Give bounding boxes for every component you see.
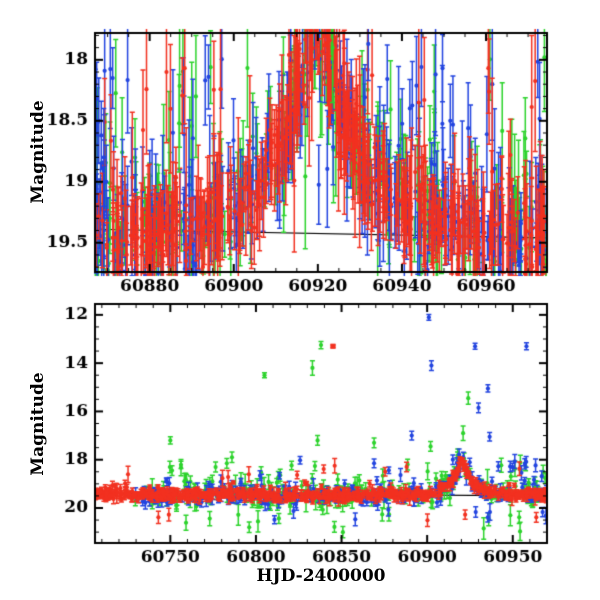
top-panel-y-axis-title: Magnitude	[28, 100, 48, 204]
bottom-panel-y-axis-title: Magnitude	[28, 372, 48, 476]
x-axis-title: HJD-2400000	[256, 566, 386, 586]
